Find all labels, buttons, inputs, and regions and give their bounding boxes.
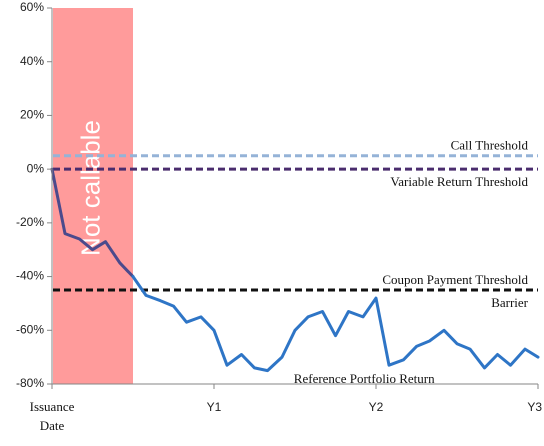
x-tick-label-y3: Y3 xyxy=(527,400,542,414)
series-line-after-callable xyxy=(131,275,540,373)
y-axis-ticks: 60% 40% 20% 0% -20% -40% -60% -80% xyxy=(16,0,52,390)
y-tick-label: -20% xyxy=(16,215,44,229)
y-tick-label: -40% xyxy=(16,269,44,283)
not-callable-region xyxy=(53,8,133,384)
x-tick-label-y2: Y2 xyxy=(369,400,384,414)
x-tick-label-issuance-date: Issuance Date xyxy=(30,399,75,433)
x-tick-label-y1: Y1 xyxy=(207,400,222,414)
y-tick-label: 20% xyxy=(20,108,44,122)
y-tick-label: -60% xyxy=(16,322,44,336)
threshold-lines xyxy=(53,154,538,292)
series-lines xyxy=(50,167,540,373)
not-callable-label: Not callable xyxy=(75,120,105,256)
threshold-label-coupon-payment-threshold: Coupon Payment Threshold xyxy=(382,272,528,287)
not-callable-zone: Not callable xyxy=(53,8,133,384)
threshold-label-variable-return-threshold: Variable Return Threshold xyxy=(390,174,528,189)
series-label: Reference Portfolio Return xyxy=(294,371,435,386)
y-tick-label: 0% xyxy=(27,161,45,175)
y-tick-label: -80% xyxy=(16,376,44,390)
threshold-labels: Call Threshold Variable Return Threshold C… xyxy=(382,138,528,310)
threshold-label-call-threshold: Call Threshold xyxy=(451,138,529,153)
threshold-label-barrier: Barrier xyxy=(491,295,528,310)
series-line-before-callable xyxy=(50,167,135,279)
y-tick-label: 60% xyxy=(20,0,44,14)
x-axis-ticks: Issuance Date Y1 Y2 Y3 xyxy=(30,384,542,433)
axes xyxy=(51,8,538,385)
y-tick-label: 40% xyxy=(20,54,44,68)
